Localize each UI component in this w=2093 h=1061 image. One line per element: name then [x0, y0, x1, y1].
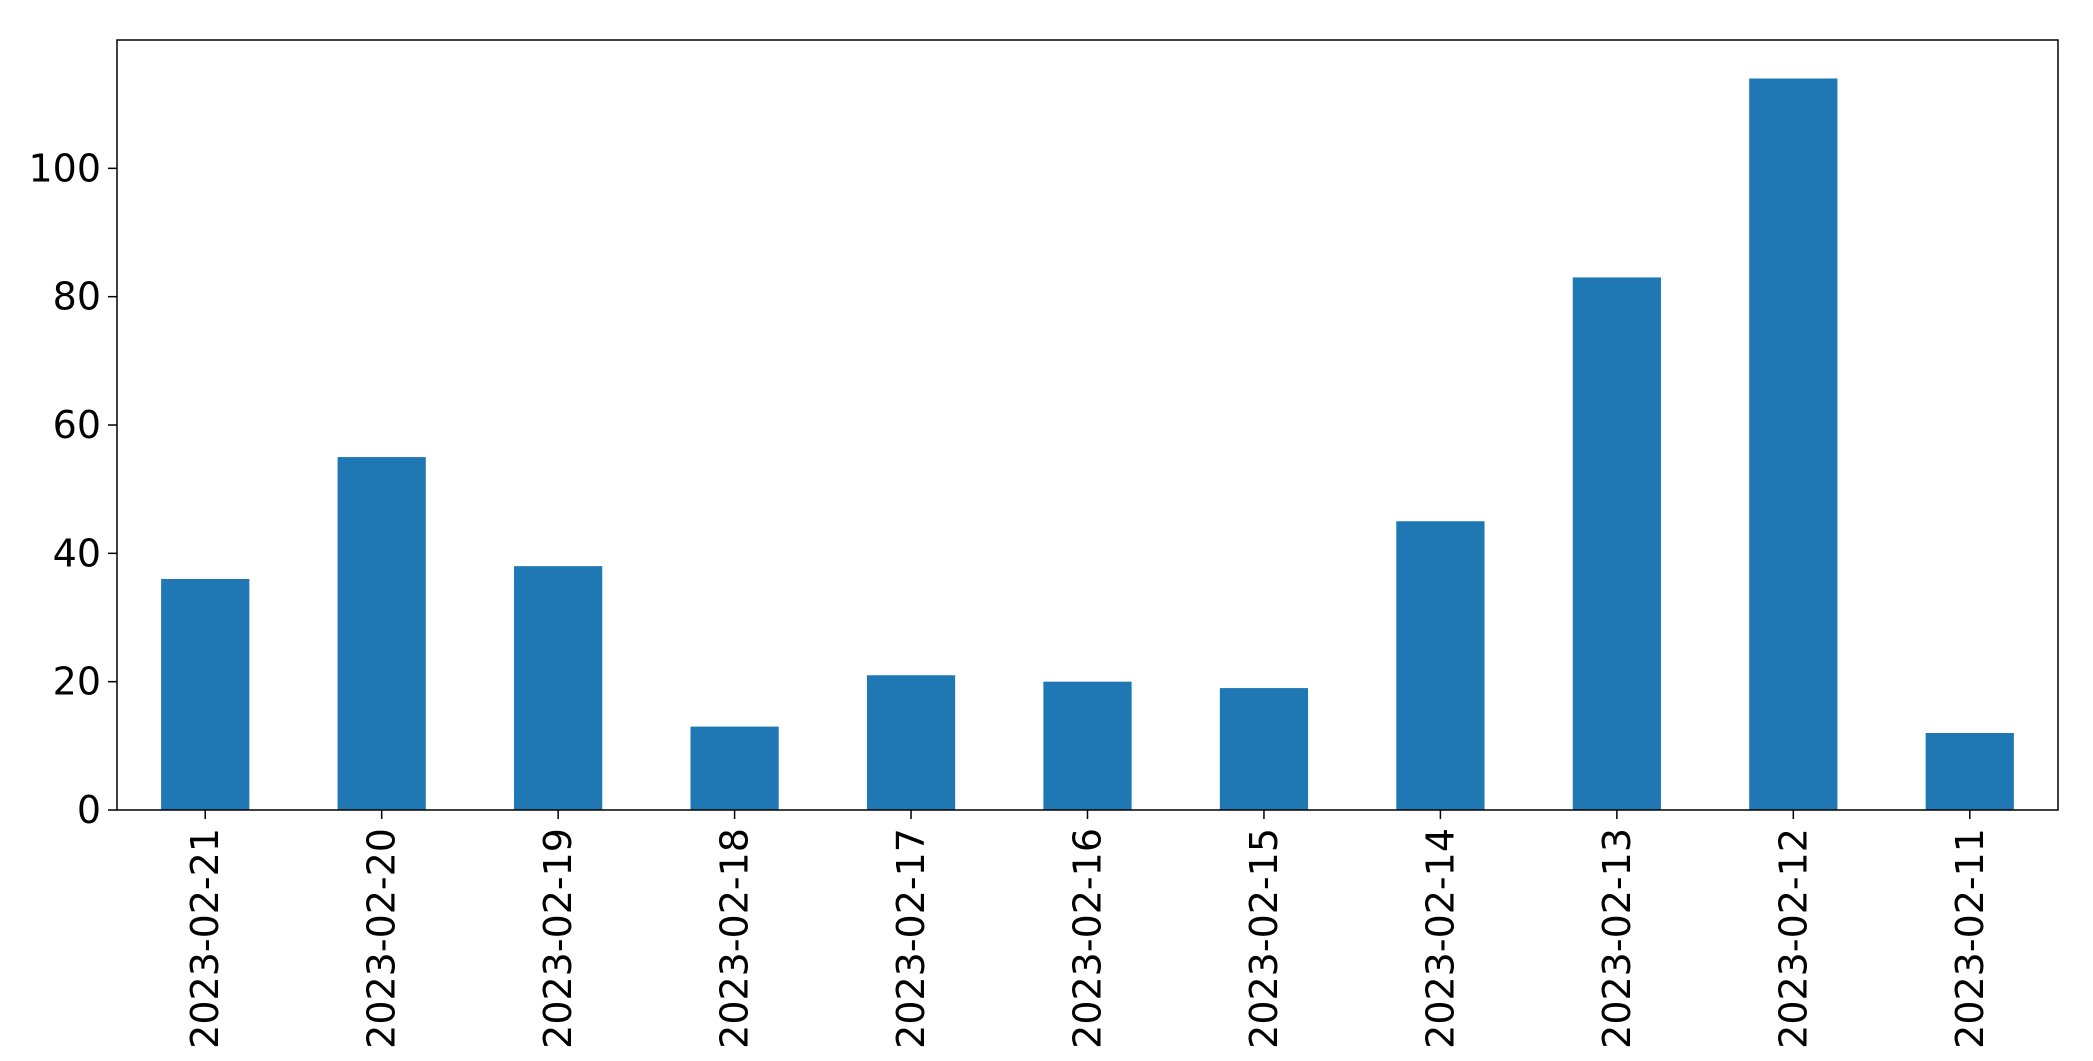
y-tick-label: 40 — [53, 531, 101, 575]
x-tick-label: 2023-02-21 — [183, 828, 227, 1049]
bar-2023-02-12 — [1749, 78, 1838, 810]
x-tick-label: 2023-02-16 — [1066, 828, 1110, 1049]
bar-2023-02-13 — [1572, 277, 1661, 811]
x-tick-label: 2023-02-12 — [1771, 828, 1815, 1049]
x-tick-label: 2023-02-20 — [360, 828, 404, 1049]
bar-2023-02-15 — [1219, 688, 1309, 810]
bar-2023-02-20 — [337, 457, 426, 810]
bar-2023-02-18 — [690, 726, 779, 810]
bar-2023-02-17 — [866, 675, 956, 810]
y-tick-label: 80 — [53, 275, 101, 319]
bar-2023-02-16 — [1043, 681, 1132, 810]
y-tick-label: 0 — [77, 788, 101, 832]
x-tick-label: 2023-02-17 — [889, 828, 933, 1049]
bar-2023-02-11 — [1925, 733, 2014, 810]
bars-layer — [161, 78, 2014, 811]
y-tick-label: 100 — [28, 146, 101, 190]
x-tick-label: 2023-02-18 — [713, 828, 757, 1049]
x-tick-label: 2023-02-15 — [1242, 828, 1286, 1049]
y-tick-label: 60 — [53, 403, 101, 447]
x-tick-label: 2023-02-19 — [536, 828, 580, 1049]
x-tick-label: 2023-02-11 — [1948, 828, 1992, 1049]
bar-2023-02-14 — [1396, 521, 1485, 810]
y-tick-label: 20 — [53, 660, 101, 704]
x-tick-label: 2023-02-13 — [1595, 828, 1639, 1049]
bar-2023-02-19 — [514, 566, 603, 810]
plot-frame — [116, 39, 2059, 811]
x-axis: 2023-02-21 2023-02-20 2023-02-19 2023-02-18… — [183, 810, 1992, 1049]
bar-2023-02-21 — [161, 579, 250, 810]
x-tick-label: 2023-02-14 — [1418, 828, 1462, 1049]
y-axis: 0 20 40 60 80 100 — [28, 146, 117, 832]
